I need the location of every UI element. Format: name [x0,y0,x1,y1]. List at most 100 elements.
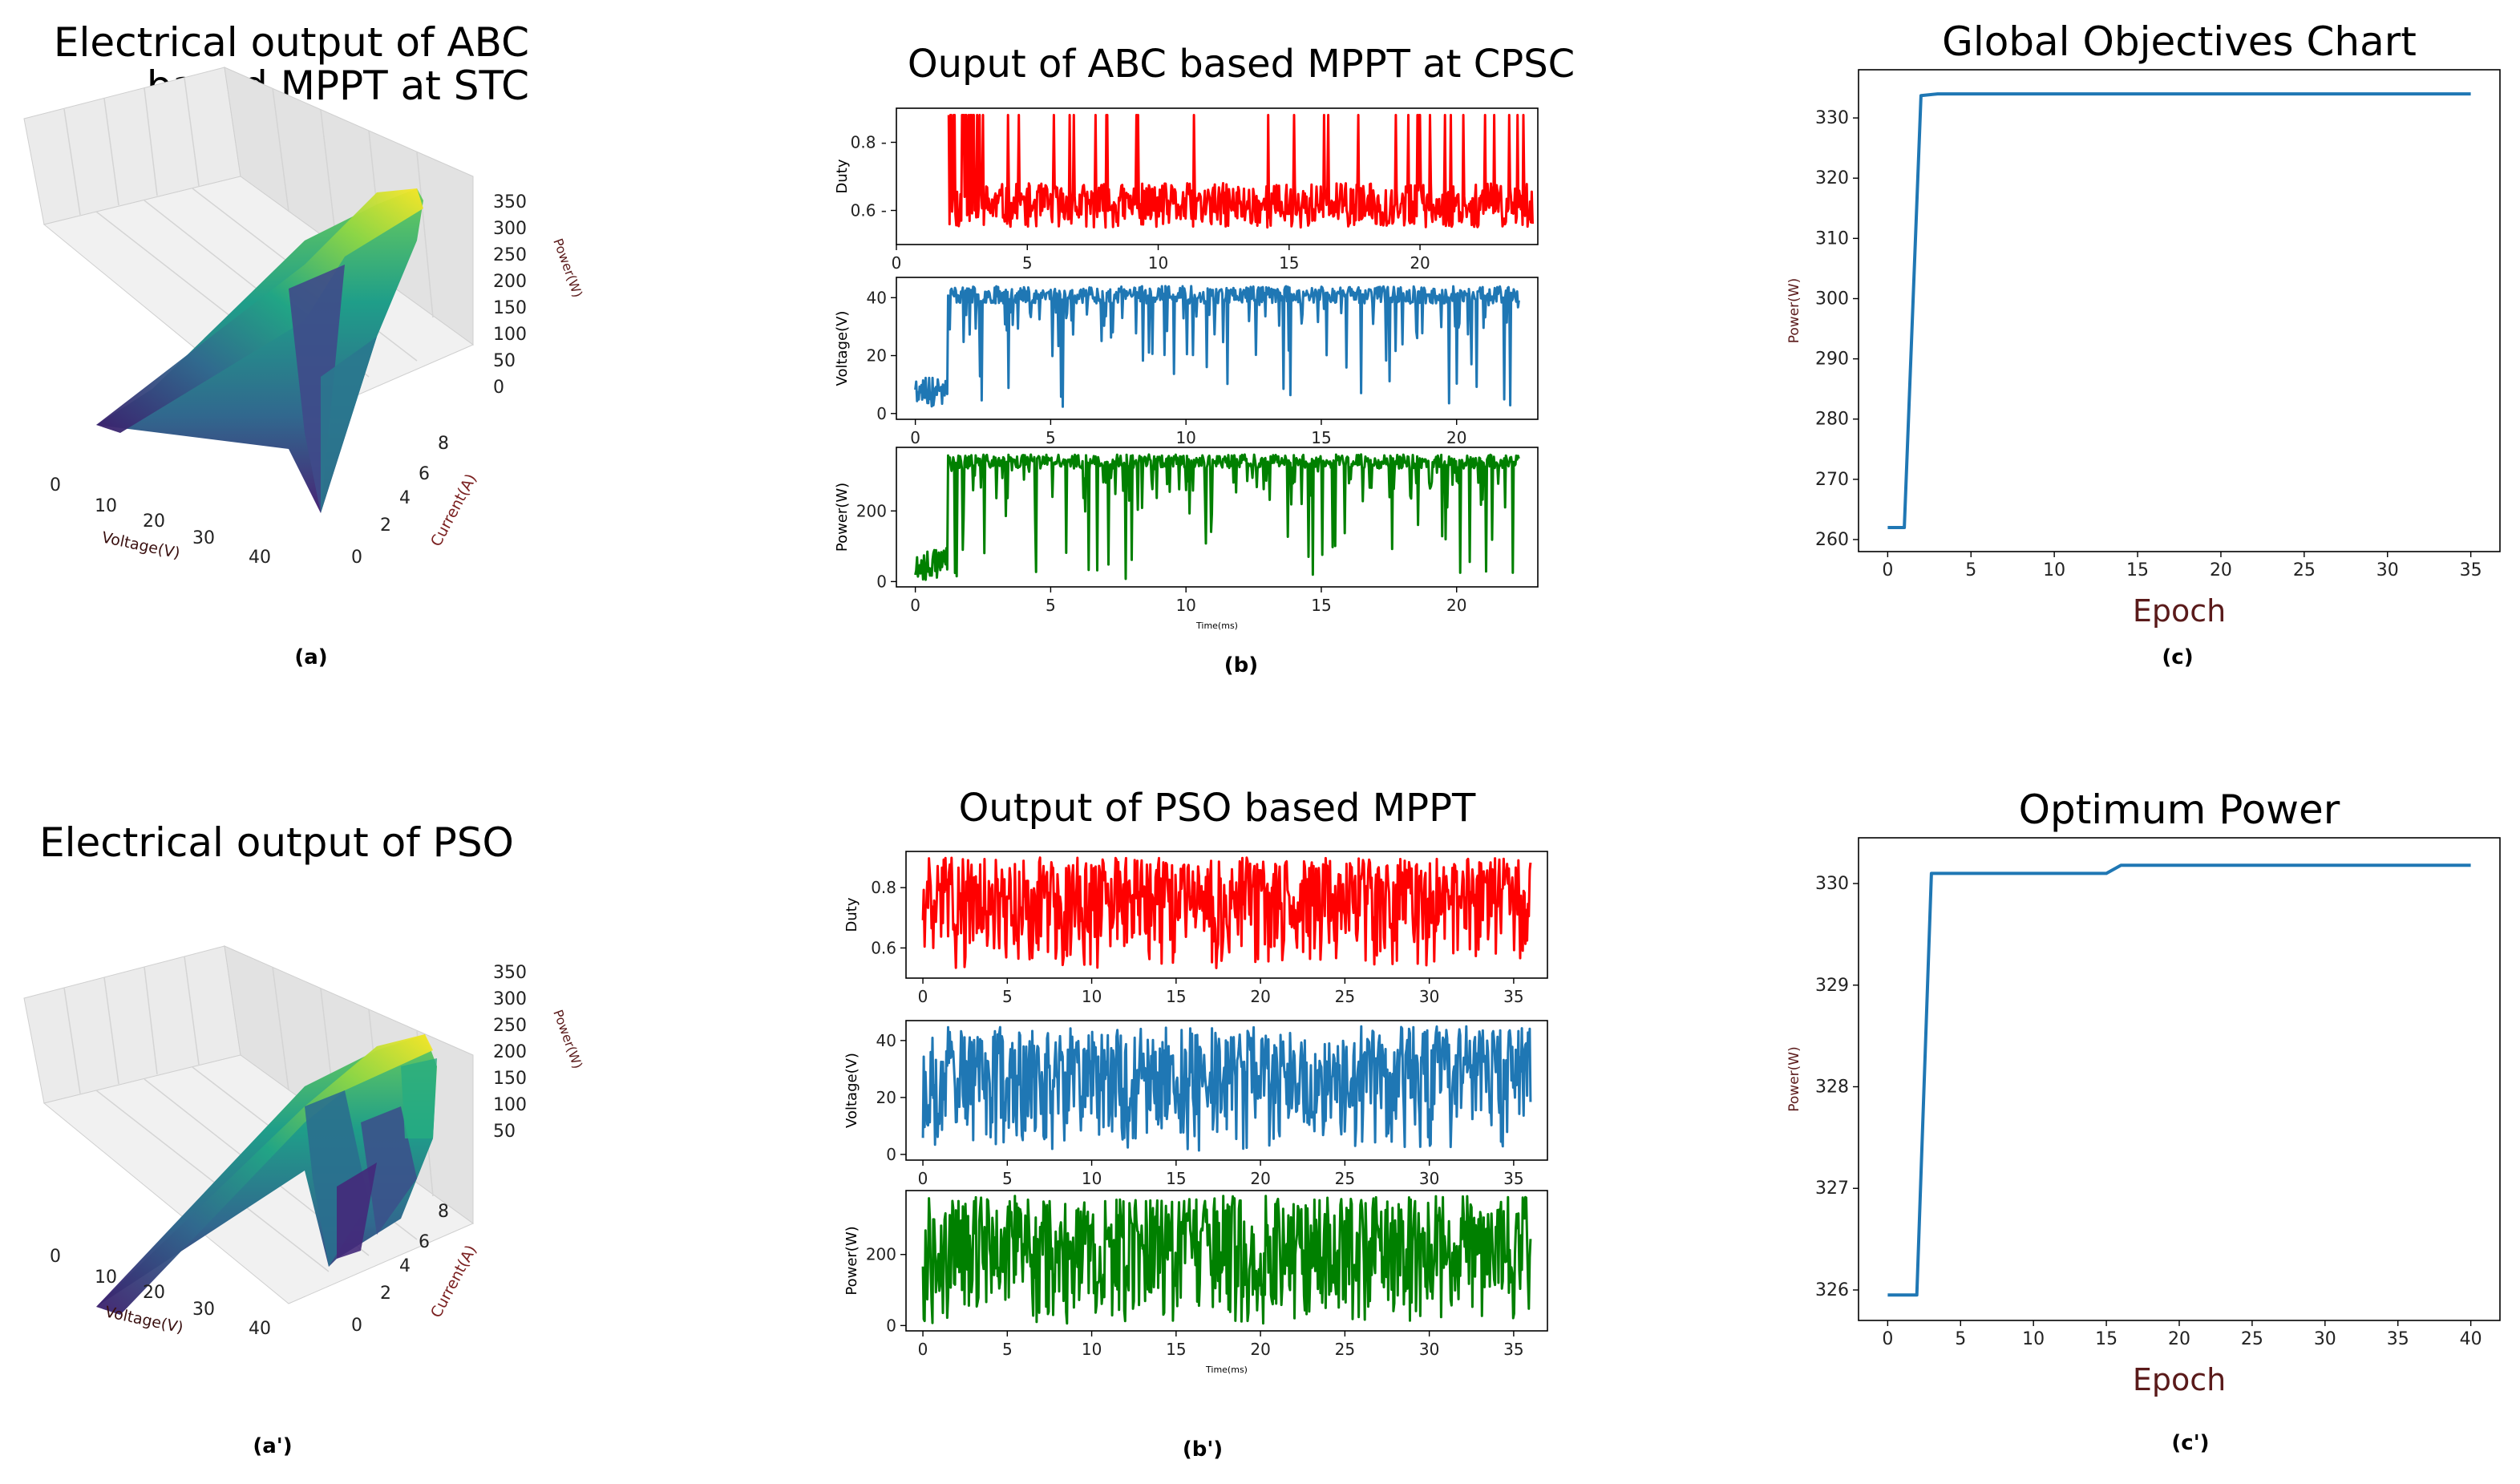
ytick-label-c-0: 260 [1815,530,1849,550]
panel-b-title: Ouput of ABC based MPPT at CPSC [908,42,1575,87]
xtick-label-b-power-2: 10 [1175,596,1195,615]
panel-c-caption: (c) [2162,645,2193,669]
svg-text:10: 10 [95,1268,117,1288]
xtick-label-b-voltage-4: 20 [1446,428,1466,447]
panel-a2-3d-axes [23,945,475,1315]
plot-frame-b2-duty [905,851,1548,979]
panel-a-zticks: 0 50 100 150 200 250 300 350 [493,192,527,398]
ytick-label-c-2: 280 [1815,410,1849,430]
svg-text:0: 0 [351,548,362,568]
panel-a: Electrical output of ABC based MPPT at S… [23,19,585,669]
panel-a2-yticks: 0 2 4 6 8 [351,1202,449,1336]
panel-a-title-line1: Electrical output of ABC [54,19,529,66]
xtick-label-b2-voltage-6: 30 [1419,1169,1439,1188]
xtick-label-b-voltage-1: 5 [1046,428,1056,447]
svg-text:8: 8 [438,434,449,454]
panel-a-xlabel: Voltage(V) [100,528,182,562]
svg-text:300: 300 [493,219,527,239]
series-line-c2 [1887,863,2471,1297]
xlabel-c: Epoch [2133,593,2226,629]
series-line-b2-duty [921,856,1532,969]
chart-b2-duty: 0 5 10 15 20 25 30 35 0.6 0.8 Duty [843,851,1548,1006]
chart-c: 0 5 10 15 20 25 30 35 260 270 280 290 300 310 320 330 Po… [1786,18,2501,629]
surface-ridge [96,188,423,433]
svg-text:0: 0 [351,1316,362,1336]
xtick-label-b2-power-0: 0 [918,1340,928,1359]
ytick-label-c2-2: 328 [1815,1078,1849,1098]
xtick-label-c-3: 15 [2126,560,2149,580]
svg-text:300: 300 [493,989,527,1009]
svg-text:6: 6 [419,1232,430,1252]
ylabel-c: Power(W) [1786,278,1802,343]
svg-text:350: 350 [493,963,527,983]
xlabel-b2-power: Time(ms) [1205,1365,1248,1375]
ytick-label-b2-power-1: 200 [866,1245,896,1264]
ytick-label-b2-voltage-2: 40 [876,1031,896,1050]
xtick-label-b2-duty-6: 30 [1419,987,1439,1006]
xtick-label-c2-1: 5 [1955,1329,1966,1349]
svg-text:2: 2 [380,516,391,536]
svg-text:100: 100 [493,325,527,345]
panel-a2-xticks: 0 10 20 30 40 [50,1247,271,1339]
panel-a2-zlabel: Power(W) [550,1008,585,1071]
xtick-label-c2-5: 25 [2241,1329,2263,1349]
panel-a-xticks: 0 10 20 30 40 [50,475,271,568]
panel-a2-caption: (a') [253,1434,292,1458]
xtick-label-c-2: 10 [2043,560,2065,580]
panel-a-3d-axes [23,67,475,513]
ylabel-c2: Power(W) [1786,1046,1802,1111]
plot-frame-b2-voltage [905,1020,1548,1161]
panel-a-ylabel: Current(A) [427,471,480,549]
xtick-label-c2-4: 20 [2168,1329,2190,1349]
panel-a2-title: Electrical output of PSO [39,819,514,866]
svg-text:150: 150 [493,298,527,318]
xtick-label-c2-2: 10 [2022,1329,2045,1349]
plot-frame-b-voltage [896,277,1539,420]
xtick-label-b-voltage-0: 0 [910,428,920,447]
chart-c2: 0 5 10 15 20 25 30 35 40 326 327 328 329 330 Power(W) E… [1786,786,2501,1397]
ytick-label-b-voltage-1: 20 [867,346,887,366]
xtick-label-c-6: 30 [2376,560,2399,580]
xtick-label-b-voltage-3: 15 [1311,428,1331,447]
ytick-label-b-voltage-2: 40 [867,288,887,307]
ylabel-b2-power: Power(W) [843,1226,860,1295]
series-line-b2-voltage [921,1025,1532,1152]
xlabel-c2: Epoch [2133,1362,2226,1397]
xtick-label-c-4: 20 [2210,560,2232,580]
xtick-label-b2-power-5: 25 [1335,1340,1355,1359]
svg-text:4: 4 [399,488,411,508]
xtick-label-b-duty-3: 15 [1279,253,1299,273]
panel-a2-ylabel: Current(A) [427,1242,480,1320]
svg-text:50: 50 [493,1122,516,1142]
series-line-b-duty [947,114,1534,229]
plot-frame-b2-power [905,1190,1548,1332]
svg-text:40: 40 [249,548,271,568]
xtick-label-b-power-4: 20 [1446,596,1466,615]
ytick-label-c-6: 320 [1815,168,1849,188]
ytick-label-b2-voltage-1: 20 [876,1088,896,1107]
ylabel-b-duty: Duty [834,159,851,193]
svg-text:20: 20 [143,1283,165,1303]
xtick-label-c-0: 0 [1882,560,1893,580]
xtick-label-b-duty-4: 20 [1410,253,1430,273]
ytick-label-c2-1: 327 [1815,1179,1849,1199]
svg-text:200: 200 [493,1042,527,1062]
panel-b2-caption: (b') [1183,1437,1223,1462]
ytick-label-b-voltage-0: 0 [876,404,887,423]
series-line-b-voltage [914,285,1520,408]
svg-text:6: 6 [419,464,430,484]
xtick-label-b2-duty-5: 25 [1335,987,1355,1006]
xtick-label-b2-duty-1: 5 [1002,987,1013,1006]
series-line-b-power [914,453,1520,581]
panel-c2-caption: (c') [2171,1431,2209,1455]
ytick-label-c-5: 310 [1815,228,1849,249]
svg-text:8: 8 [438,1202,449,1222]
title-c2: Optimum Power [2019,786,2340,833]
svg-text:0: 0 [50,475,61,495]
panel-b-caption: (b) [1224,653,1258,677]
xlabel-b-power: Time(ms) [1195,621,1238,631]
xtick-label-b2-power-7: 35 [1503,1340,1523,1359]
ytick-label-b-duty-1: 0.8 - [851,133,887,152]
